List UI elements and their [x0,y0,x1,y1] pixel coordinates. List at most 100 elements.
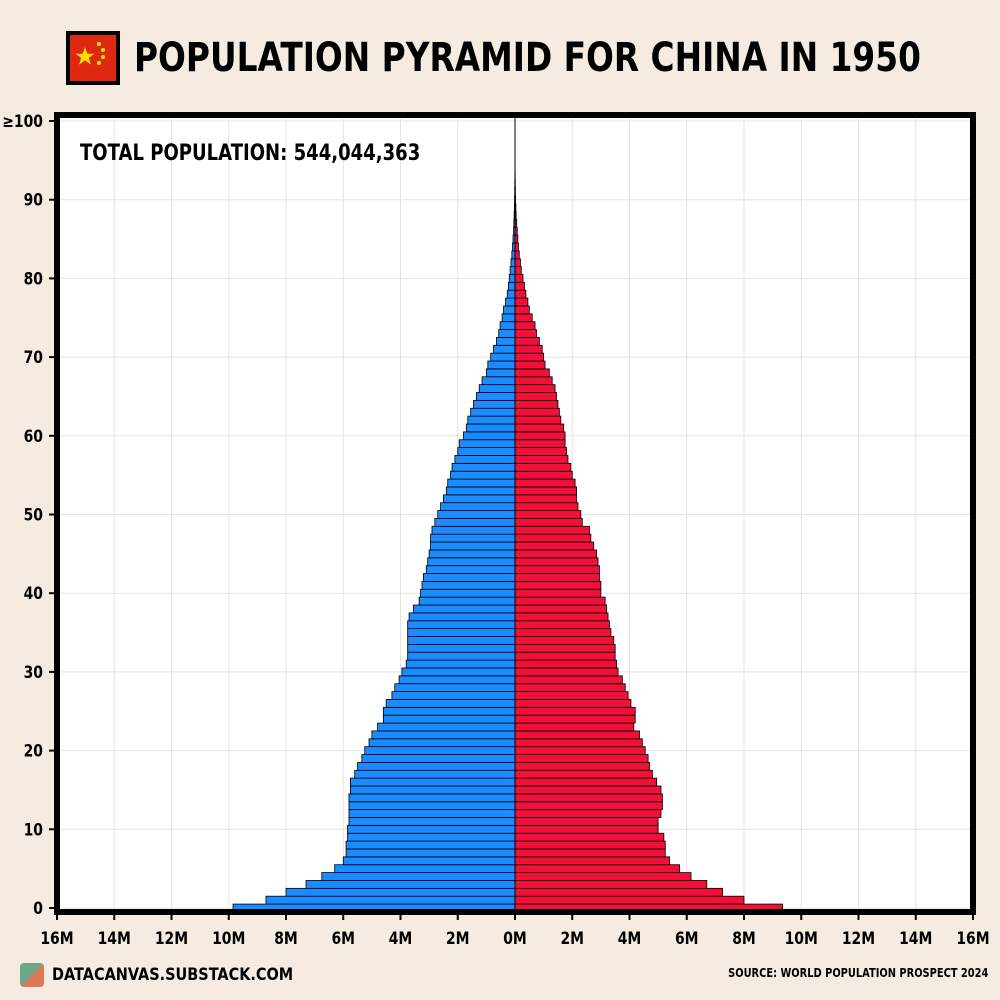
y-tick-label: 40 [24,584,44,604]
x-tick-label: 16M [956,929,989,949]
bar-left-age-63 [470,407,516,417]
chart-title: POPULATION PYRAMID FOR CHINA IN 1950 [134,35,921,81]
bar-right-age-22 [514,730,640,740]
bar-left-age-4 [321,872,516,881]
bar-left-age-61 [465,423,516,433]
bar-left-age-21 [368,738,516,748]
x-tick-label: 0M [503,929,527,949]
bar-right-age-67 [514,376,553,386]
bar-left-age-16 [350,777,516,787]
bar-left-age-13 [348,801,516,811]
bar-right-age-28 [514,683,626,692]
bar-left-age-59 [458,439,516,449]
datacanvas-logo-icon [20,963,44,987]
bar-right-age-7 [514,848,666,858]
bar-left-age-19 [361,754,516,763]
y-tick-label: 90 [24,190,44,210]
x-tick-label: 8M [732,929,756,949]
bar-right-age-54 [514,478,576,488]
bar-right-age-58 [514,447,567,456]
bar-right-age-79 [514,281,525,291]
bar-right-age-64 [514,399,559,409]
bar-right-age-18 [514,762,650,771]
bar-left-age-33 [407,643,516,653]
bar-right-age-72 [514,337,540,346]
bar-right-age-56 [514,462,572,472]
bar-left-age-72 [495,337,516,346]
bar-left-age-73 [498,329,516,338]
bar-left-age-78 [506,289,516,299]
y-tick-label: 50 [24,505,44,525]
bar-left-age-3 [305,880,516,889]
bar-right-age-80 [514,274,524,283]
bar-right-age-49 [514,518,583,527]
bar-left-age-79 [508,281,516,291]
header: POPULATION PYRAMID FOR CHINA IN 1950 [0,26,1000,90]
bar-right-age-75 [514,313,533,323]
bar-left-age-53 [445,486,516,496]
bar-left-age-15 [350,785,516,795]
site-link[interactable]: DATACANVAS.SUBSTACK.COM [52,965,294,985]
x-tick-label: 12M [155,929,188,949]
bar-left-age-74 [499,321,516,330]
x-tick-label: 4M [389,929,413,949]
bar-right-age-50 [514,510,582,519]
bar-right-age-31 [514,659,618,669]
x-tick-label: 8M [274,929,298,949]
bar-right-age-59 [514,439,566,449]
bar-right-age-4 [514,872,692,881]
x-tick-label: 6M [331,929,355,949]
bar-left-age-67 [481,376,516,386]
bar-left-age-65 [475,392,516,401]
bar-left-age-42 [422,573,516,582]
bar-right-age-55 [514,470,573,480]
footer-brand[interactable]: DATACANVAS.SUBSTACK.COM [20,962,336,988]
bar-right-age-42 [514,573,600,582]
bar-right-age-5 [514,864,680,873]
bar-left-age-34 [407,636,516,645]
x-tick-label: 14M [899,929,932,949]
y-tick-label: 10 [24,820,44,840]
bar-right-age-17 [514,769,653,779]
bar-right-age-9 [514,832,665,842]
bar-left-age-41 [421,580,516,590]
bar-right-age-45 [514,549,597,559]
bar-left-age-60 [463,431,516,441]
bar-right-age-76 [514,305,530,315]
bar-right-age-44 [514,557,599,567]
y-tick-label: 60 [24,426,44,446]
bar-left-age-54 [447,478,516,488]
bar-right-age-74 [514,321,536,330]
bar-left-age-47 [430,533,516,543]
bar-left-age-43 [425,565,516,574]
x-tick-label: 6M [675,929,699,949]
bar-left-age-52 [443,494,516,504]
bar-right-age-13 [514,801,663,811]
bar-right-age-48 [514,525,590,535]
bar-left-age-6 [342,856,516,866]
x-tick-label: 2M [560,929,584,949]
bar-left-age-64 [473,399,516,409]
bar-left-age-82 [510,258,516,267]
bar-left-age-9 [347,832,516,842]
bar-left-age-29 [398,675,516,685]
bar-right-age-12 [514,809,662,818]
china-flag-icon [66,31,120,85]
bar-left-age-44 [427,557,516,567]
bar-left-age-40 [420,588,516,598]
bar-left-age-56 [451,462,516,472]
bar-left-age-24 [382,714,516,724]
y-tick-label: 30 [24,663,44,683]
bar-left-age-31 [405,659,516,669]
bar-left-age-55 [450,470,516,480]
bar-right-age-38 [514,604,607,614]
bar-right-age-21 [514,738,643,748]
bar-right-age-29 [514,675,623,685]
bar-right-age-6 [514,856,670,866]
bar-right-age-84 [514,242,519,252]
y-tick-label: ≥100 [2,112,43,132]
bar-left-age-27 [391,691,516,700]
source-note: SOURCE: WORLD POPULATION PROSPECT 2024 [727,966,988,980]
bar-left-age-12 [348,809,516,818]
bar-left-age-22 [371,730,516,740]
